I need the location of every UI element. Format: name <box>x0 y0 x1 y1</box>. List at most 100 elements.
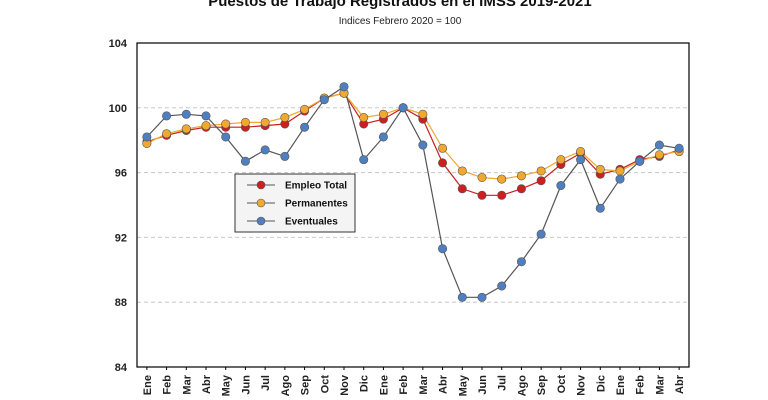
series-line-eventuales <box>146 85 680 298</box>
data-point-eventuales <box>260 145 270 155</box>
series-line-permanentes <box>146 92 680 180</box>
data-point-permanentes <box>438 143 448 153</box>
data-point-eventuales <box>576 155 586 165</box>
data-point-permanentes <box>221 119 231 129</box>
y-tick-label: 88 <box>115 297 127 309</box>
x-tick-label: Nov <box>339 374 351 396</box>
x-tick-label: Ene <box>378 375 390 395</box>
data-point-eventuales <box>418 140 428 150</box>
data-point-eventuales <box>240 156 250 166</box>
data-point-permanentes <box>181 124 191 134</box>
data-point-eventuales <box>674 143 684 153</box>
data-point-eventuales <box>339 82 349 92</box>
data-point-eventuales <box>635 156 645 166</box>
x-tick-label: Ene <box>142 375 154 395</box>
x-tick-label: Sep <box>300 375 312 395</box>
data-point-eventuales <box>457 292 467 302</box>
data-point-permanentes <box>201 121 211 131</box>
data-point-permanentes <box>556 155 566 165</box>
data-point-eventuales <box>221 132 231 142</box>
x-tick-label: Abr <box>201 374 213 394</box>
x-tick-label: Oct <box>556 375 568 394</box>
data-point-eventuales <box>398 103 408 113</box>
y-tick-label: 104 <box>109 38 128 50</box>
data-point-permanentes <box>260 117 270 127</box>
x-tick-label: Feb <box>635 375 647 395</box>
data-point-eventuales <box>201 111 211 121</box>
data-point-permanentes <box>240 117 250 127</box>
x-tick-label: Feb <box>398 375 410 395</box>
data-point-permanentes <box>457 166 467 176</box>
data-point-permanentes <box>378 109 388 119</box>
data-point-eventuales <box>477 292 487 302</box>
data-point-permanentes <box>576 147 586 157</box>
legend-label-permanentes: Permanentes <box>285 199 348 210</box>
data-point-permanentes <box>359 113 369 123</box>
data-point-permanentes <box>654 150 664 160</box>
x-tick-label: Mar <box>418 374 430 394</box>
chart-subtitle: Indices Febrero 2020 = 100 <box>338 16 462 27</box>
x-tick-label: Feb <box>162 375 174 395</box>
data-point-empleo-total <box>516 184 526 194</box>
data-point-eventuales <box>536 229 546 239</box>
legend-marker-permanentes <box>256 198 266 208</box>
x-tick-label: Abr <box>674 374 686 394</box>
x-tick-label: Ago <box>516 375 528 397</box>
data-point-eventuales <box>595 203 605 213</box>
data-point-eventuales <box>654 140 664 150</box>
x-tick-label: Jun <box>240 375 252 395</box>
x-tick-label: Abr <box>438 374 450 394</box>
data-point-eventuales <box>497 281 507 291</box>
legend-label-empleo-total: Empleo Total <box>285 181 347 192</box>
series-line-empleo-total <box>146 92 680 196</box>
x-tick-label: Sep <box>536 375 548 395</box>
data-point-eventuales <box>300 122 310 132</box>
data-point-permanentes <box>162 129 172 139</box>
y-tick-label: 92 <box>115 232 127 244</box>
data-point-eventuales <box>615 174 625 184</box>
data-point-permanentes <box>595 164 605 174</box>
data-point-permanentes <box>300 104 310 114</box>
y-tick-label: 96 <box>115 168 127 180</box>
x-tick-label: May <box>457 374 469 396</box>
data-point-permanentes <box>536 166 546 176</box>
x-tick-label: Dic <box>595 375 607 392</box>
data-point-empleo-total <box>438 158 448 168</box>
data-point-permanentes <box>615 166 625 176</box>
x-tick-label: Nov <box>576 374 588 396</box>
data-point-eventuales <box>142 132 152 142</box>
data-point-eventuales <box>319 95 329 105</box>
data-point-eventuales <box>181 109 191 119</box>
x-tick-label: Mar <box>654 374 666 394</box>
data-point-eventuales <box>556 181 566 191</box>
x-tick-label: Jul <box>497 375 509 391</box>
x-tick-label: Jul <box>260 375 272 391</box>
data-point-permanentes <box>477 172 487 182</box>
legend-label-eventuales: Eventuales <box>285 217 338 228</box>
chart-title: Puestos de Trabajo Registrados en el IMS… <box>208 0 592 10</box>
x-tick-label: May <box>221 374 233 396</box>
x-tick-label: Dic <box>359 375 371 392</box>
data-point-eventuales <box>359 155 369 165</box>
data-point-empleo-total <box>457 184 467 194</box>
data-point-permanentes <box>280 113 290 123</box>
x-tick-label: Ago <box>280 375 292 397</box>
y-tick-label: 100 <box>109 103 127 115</box>
data-point-empleo-total <box>536 176 546 186</box>
data-point-empleo-total <box>497 190 507 200</box>
x-tick-label: Ene <box>615 375 627 395</box>
data-point-permanentes <box>418 109 428 119</box>
data-point-eventuales <box>516 257 526 267</box>
data-point-eventuales <box>280 151 290 161</box>
plot-area-frame <box>136 42 690 368</box>
data-point-permanentes <box>497 174 507 184</box>
data-point-eventuales <box>378 132 388 142</box>
x-tick-label: Oct <box>319 375 331 394</box>
data-point-empleo-total <box>477 190 487 200</box>
data-point-eventuales <box>438 244 448 254</box>
legend-marker-empleo-total <box>256 180 266 190</box>
x-tick-label: Jun <box>477 375 489 395</box>
data-point-permanentes <box>516 171 526 181</box>
x-tick-label: Mar <box>181 374 193 394</box>
legend-marker-eventuales <box>256 216 266 226</box>
